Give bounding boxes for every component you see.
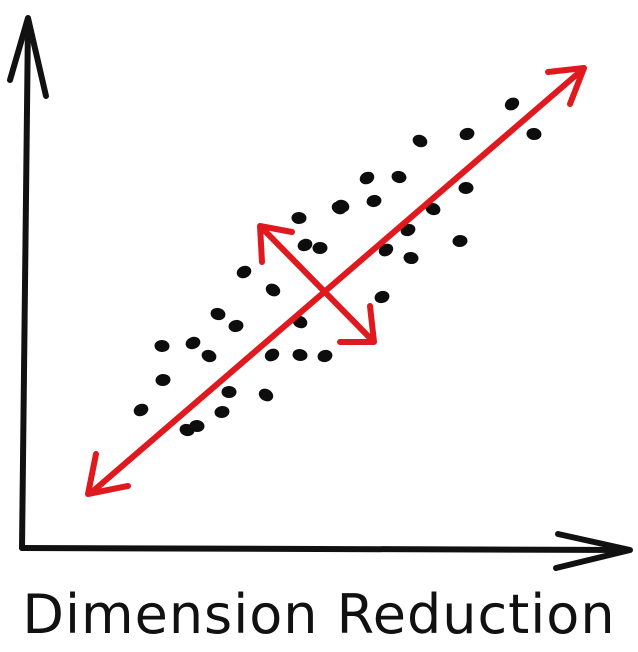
y-axis-arrowhead — [7, 15, 49, 99]
data-point — [317, 349, 333, 363]
data-point — [378, 243, 394, 257]
data-point — [459, 127, 475, 141]
secondary-axis-line — [259, 225, 375, 343]
data-point — [334, 199, 350, 213]
y-axis-line — [19, 19, 31, 551]
data-point — [458, 181, 474, 195]
data-point — [391, 170, 407, 184]
data-point — [185, 336, 201, 350]
data-point — [133, 403, 149, 417]
data-point — [292, 348, 308, 362]
data-point — [264, 348, 280, 362]
principal-axis-head-top — [545, 65, 587, 107]
secondary-axis-head-top — [257, 223, 295, 265]
diagram-caption: Dimension Reduction — [22, 583, 616, 646]
secondary-axis-head-bottom — [337, 303, 377, 345]
data-point — [154, 339, 170, 353]
data-point — [297, 238, 313, 252]
data-point — [412, 134, 428, 148]
data-point — [210, 307, 226, 321]
data-point — [258, 388, 274, 402]
data-point — [221, 386, 237, 398]
data-point — [312, 241, 328, 255]
data-point — [201, 349, 217, 363]
data-point — [359, 171, 375, 185]
data-point — [214, 405, 230, 419]
axes — [7, 15, 633, 571]
principal-axis-head-bottom — [85, 451, 131, 497]
principal-axis-arrow — [85, 65, 587, 497]
secondary-axis-arrow — [257, 223, 377, 345]
data-point — [504, 97, 520, 111]
x-axis-line — [19, 545, 631, 553]
x-axis-arrowhead — [553, 531, 633, 571]
data-point — [403, 251, 419, 265]
data-point — [452, 234, 468, 248]
data-point — [526, 127, 542, 141]
data-point — [291, 211, 307, 225]
data-points — [133, 97, 542, 437]
data-point — [265, 283, 281, 297]
data-point — [366, 194, 382, 208]
data-point — [374, 290, 390, 304]
principal-axis-line — [89, 67, 585, 495]
data-point — [189, 419, 205, 433]
data-point — [155, 373, 171, 387]
data-point — [236, 265, 252, 279]
data-point — [425, 202, 441, 216]
data-point — [228, 319, 244, 333]
